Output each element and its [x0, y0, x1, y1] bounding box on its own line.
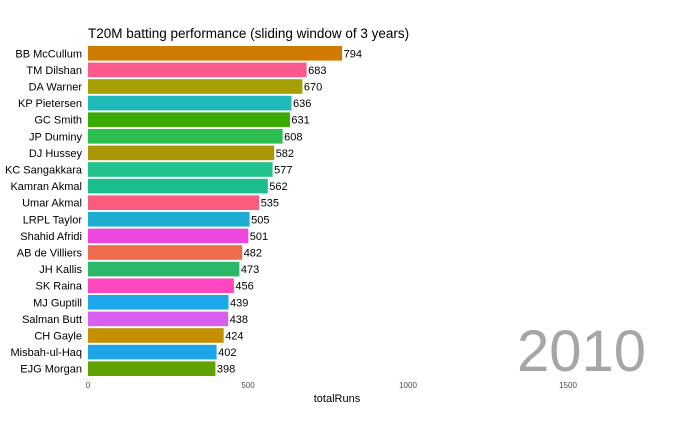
bar-9: [88, 195, 260, 210]
bar-6: [88, 145, 275, 161]
category-label-2: DA Warner: [29, 82, 83, 94]
category-label-17: CH Gayle: [34, 331, 82, 343]
value-label-10: 505: [251, 214, 269, 226]
category-label-11: Shahid Afridi: [20, 231, 82, 243]
value-label-15: 439: [230, 297, 248, 309]
bars-group: BB McCullum 794 TM Dilshan 683 DA Warner 670 K…: [5, 46, 362, 376]
category-label-3: KP Pietersen: [18, 98, 82, 110]
value-label-13: 473: [241, 264, 259, 276]
year-label: 2010: [517, 319, 646, 384]
bar-17: [88, 328, 224, 343]
category-label-19: EJG Morgan: [20, 364, 82, 376]
category-label-16: Salman Butt: [22, 314, 82, 326]
category-label-8: Kamran Akmal: [10, 181, 82, 193]
category-label-10: LRPL Taylor: [23, 214, 83, 226]
category-label-5: JP Duminy: [29, 131, 82, 143]
category-label-7: KC Sangakkara: [5, 165, 83, 177]
value-label-18: 402: [218, 347, 236, 359]
value-label-9: 535: [261, 198, 279, 210]
bar-10: [88, 212, 250, 227]
category-label-15: MJ Guptill: [33, 297, 82, 309]
bar-12: [88, 245, 243, 260]
category-label-0: BB McCullum: [15, 48, 82, 60]
bar-18: [88, 344, 217, 360]
value-label-8: 562: [269, 181, 287, 193]
bar-0: [88, 46, 343, 61]
bar-14: [88, 278, 234, 293]
x-tick-label-0: 0: [86, 381, 91, 390]
bar-4: [88, 112, 290, 127]
value-label-3: 636: [293, 98, 311, 110]
value-label-14: 456: [235, 281, 253, 293]
chart-title: T20M batting performance (sliding window…: [88, 26, 409, 41]
category-label-4: GC Smith: [34, 115, 82, 127]
value-label-12: 482: [244, 248, 262, 260]
bar-11: [88, 228, 249, 244]
value-label-7: 577: [274, 165, 292, 177]
value-label-0: 794: [344, 48, 362, 60]
value-label-16: 438: [230, 314, 248, 326]
category-label-12: AB de Villiers: [17, 248, 83, 260]
bar-3: [88, 95, 292, 111]
value-label-2: 670: [304, 82, 322, 94]
bar-8: [88, 178, 268, 194]
category-label-14: SK Raina: [36, 281, 83, 293]
category-label-18: Misbah-ul-Haq: [10, 347, 82, 359]
value-label-4: 631: [291, 115, 309, 127]
x-tick-label-1: 500: [241, 381, 255, 390]
value-label-1: 683: [308, 65, 326, 77]
value-label-5: 608: [284, 131, 302, 143]
category-label-1: TM Dilshan: [26, 65, 82, 77]
bar-2: [88, 79, 303, 94]
bar-13: [88, 261, 240, 277]
x-tick-label-2: 1000: [399, 381, 417, 390]
bar-1: [88, 62, 307, 78]
value-label-6: 582: [276, 148, 294, 160]
bar-5: [88, 129, 283, 144]
category-label-13: JH Kallis: [39, 264, 82, 276]
value-label-19: 398: [217, 364, 235, 376]
bar-19: [88, 361, 216, 376]
x-axis-label: totalRuns: [314, 393, 361, 405]
category-label-9: Umar Akmal: [22, 198, 82, 210]
x-axis: 0 500 1000 1500: [86, 381, 578, 390]
bar-7: [88, 162, 273, 177]
category-label-6: DJ Hussey: [29, 148, 83, 160]
value-label-11: 501: [250, 231, 268, 243]
value-label-17: 424: [225, 331, 243, 343]
bar-15: [88, 295, 229, 310]
bar-16: [88, 311, 229, 327]
x-tick-label-3: 1500: [559, 381, 577, 390]
